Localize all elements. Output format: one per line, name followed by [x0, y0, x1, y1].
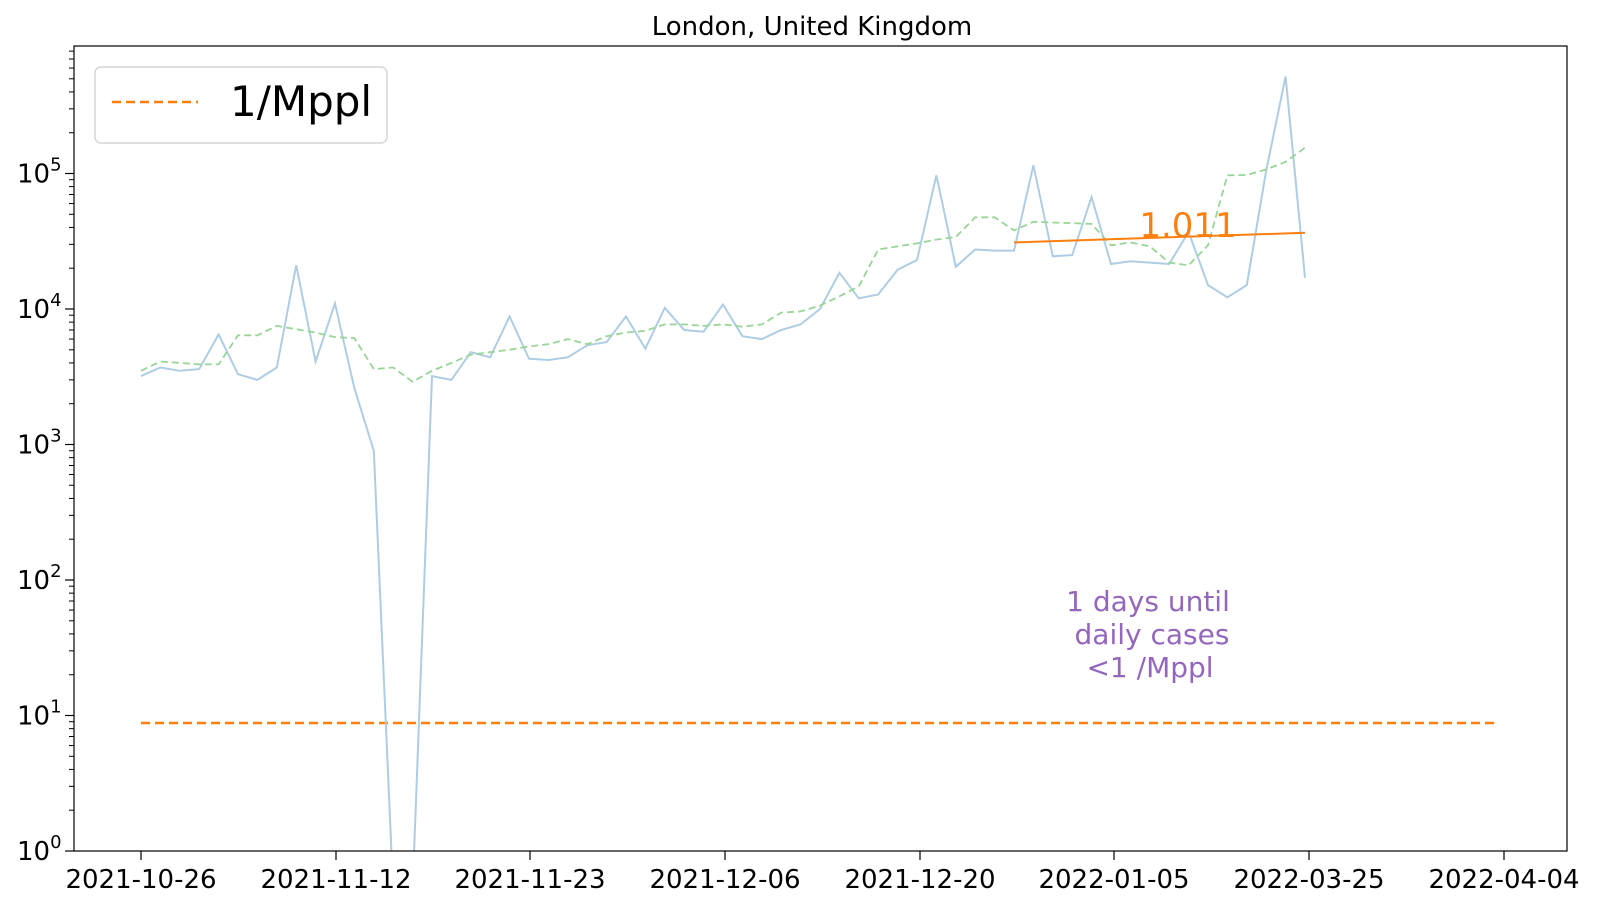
annotation-line: daily cases — [1075, 618, 1230, 651]
series-line-daily — [140, 76, 1306, 851]
fit-line — [1013, 231, 1306, 244]
x-tick-label: 2022-04-04 — [1428, 865, 1579, 895]
legend-label: 1/Mppl — [230, 77, 372, 126]
y-tick-label: 105 — [17, 155, 62, 190]
x-tick-label: 2021-12-06 — [649, 865, 800, 895]
x-tick-label: 2021-11-12 — [260, 865, 411, 895]
x-tick-label: 2022-01-05 — [1038, 865, 1189, 895]
axes: 100 101 102 103 104 105 2021-10-26 2021-11-12 20… — [17, 50, 1580, 895]
fit-rate-label: 1.011 — [1139, 206, 1236, 246]
x-tick-label: 2021-12-20 — [844, 865, 995, 895]
legend-box — [94, 66, 388, 144]
y-tick-label: 102 — [17, 561, 62, 596]
y-tick-label: 101 — [17, 697, 62, 732]
annotation: 1 days until daily cases <1 /Mppl — [1066, 585, 1230, 684]
annotation-line: <1 /Mppl — [1086, 651, 1213, 684]
x-tick-label: 2021-10-26 — [65, 865, 216, 895]
y-tick-label: 100 — [17, 832, 62, 867]
x-tick-label: 2021-11-23 — [454, 865, 605, 895]
chart-title: London, United Kingdom — [652, 12, 973, 42]
series-line-rolling-average — [140, 146, 1306, 383]
y-tick-label: 104 — [17, 290, 62, 325]
plot-frame — [73, 45, 1568, 852]
y-tick-label: 103 — [17, 426, 62, 461]
annotation-line: 1 days until — [1066, 585, 1230, 618]
legend: 1/Mppl — [94, 66, 388, 144]
x-tick-label: 2022-03-25 — [1233, 865, 1384, 895]
plot-area — [140, 76, 1499, 851]
